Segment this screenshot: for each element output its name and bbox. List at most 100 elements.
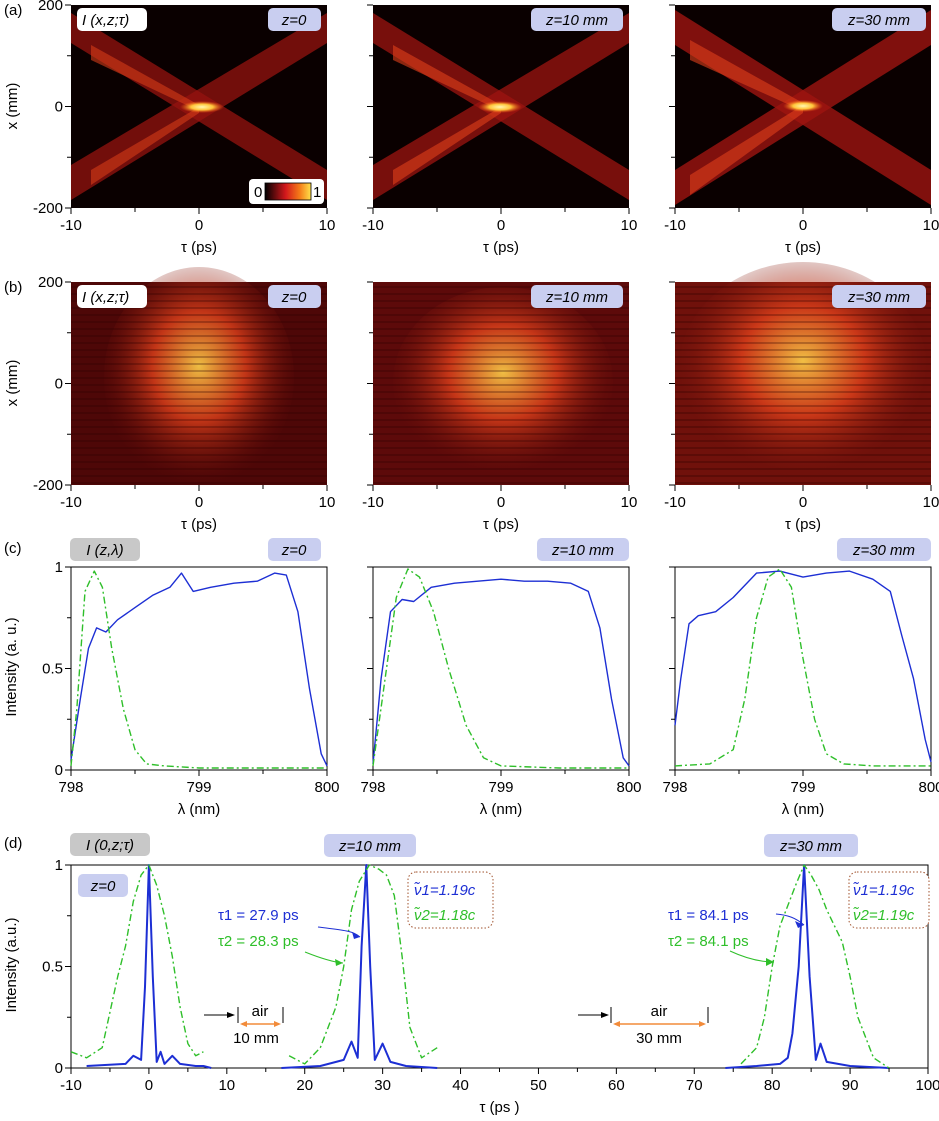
tau1-30mm-arrowhead (795, 921, 804, 928)
air-30mm-dist: 30 mm (636, 1030, 682, 1047)
tick-x-c-0-0: 798 (58, 779, 83, 796)
tick-x-a-1-0: -10 (362, 217, 384, 234)
tick-x-d-4: 30 (374, 1077, 391, 1094)
tick-x-b-2-0: -10 (664, 494, 686, 511)
vel2-30mm: ν̃2=1.19c (853, 907, 915, 924)
xlabel-c-2: λ (nm) (782, 801, 825, 818)
air-10mm-incoming-arrowhead (227, 1012, 235, 1018)
tick-x-a-2-1: 0 (799, 217, 807, 234)
tau2-10mm: τ2 = 28.3 ps (218, 933, 299, 950)
row-b-label: (b) (4, 279, 22, 296)
air-30mm-incoming-arrowhead (601, 1012, 609, 1018)
tick-x-b-1-1: 0 (497, 494, 505, 511)
tick-x-c-2-0: 798 (662, 779, 687, 796)
tag-a-z30: z=30 mm (847, 12, 910, 29)
tick-y-a-0: 200 (38, 0, 63, 14)
tick-x-c-2-1: 799 (790, 779, 815, 796)
tick-x-d-10: 90 (842, 1077, 859, 1094)
heatmap-b-z0 (71, 267, 327, 487)
tag-a-z10: z=10 mm (545, 12, 608, 29)
tick-x-c-1-0: 798 (360, 779, 385, 796)
heatmap-a-z0 (71, 5, 327, 208)
xlabel-a-1: τ (ps) (483, 239, 519, 256)
tick-y-c-2: 0 (55, 762, 63, 779)
row-d-quantity: I (0,z;τ) (86, 837, 134, 854)
spectrum-dash-dot-0 (70, 570, 327, 769)
tags: I (x,z;τ) z=0 z=10 mm z=30 mm I (x,z;τ) … (70, 8, 931, 1047)
heatmap-a-z10 (373, 5, 629, 208)
tick-x-d-11: 100 (915, 1077, 939, 1094)
tick-x-c-1-2: 800 (616, 779, 641, 796)
colorbar: 0 1 (249, 179, 324, 204)
tick-x-d-1: 0 (145, 1077, 153, 1094)
row-c-label: (c) (4, 540, 22, 557)
tick-x-a-2-2: 10 (923, 217, 939, 234)
tag-c-z30: z=30 mm (852, 542, 915, 559)
row-a-ylabel: x (mm) (4, 83, 21, 130)
row-a-heatmaps: 0 1 (71, 5, 931, 208)
tick-x-a-0-1: 0 (195, 217, 203, 234)
tag-b-z0: z=0 (281, 289, 307, 306)
tick-x-c-0-1: 799 (186, 779, 211, 796)
spectrum-solid-2 (674, 570, 932, 763)
trace-dash-dot-1 (288, 864, 438, 1065)
row-b-heatmaps (71, 262, 931, 487)
tau1-30mm-arrow (775, 913, 805, 926)
tau1-10mm: τ1 = 27.9 ps (218, 907, 299, 924)
tag-c-z0: z=0 (281, 542, 307, 559)
xlabel-a-2: τ (ps) (785, 239, 821, 256)
tick-x-b-1-0: -10 (362, 494, 384, 511)
trace-dash-dot-2 (740, 864, 890, 1069)
row-a-quantity: I (x,z;τ) (82, 12, 129, 29)
row-d-ylabel: Intensity (a.u.) (3, 917, 20, 1012)
heatmap-a-z30 (675, 5, 931, 208)
tick-x-a-0-0: -10 (60, 217, 82, 234)
tau2-30mm-arrowhead (766, 958, 774, 966)
colorbar-max: 1 (313, 184, 321, 201)
tick-x-d-3: 20 (296, 1077, 313, 1094)
colorbar-min: 0 (254, 184, 262, 201)
spectrum-dash-dot-1 (372, 568, 629, 769)
tick-x-d-5: 40 (452, 1077, 469, 1094)
tau1-10mm-arrow (317, 926, 361, 938)
vel1-30mm: ν̃1=1.19c (853, 882, 915, 899)
trace-solid-0 (86, 864, 212, 1069)
xlabel-b-0: τ (ps) (181, 516, 217, 533)
air-10mm-dist: 10 mm (233, 1030, 279, 1047)
tag-d-z0: z=0 (90, 878, 116, 895)
tick-y-b-1: 0 (55, 376, 63, 393)
tau1-30mm: τ1 = 84.1 ps (668, 907, 749, 924)
tag-c-z10: z=10 mm (551, 542, 614, 559)
tick-y-c-1: 0.5 (42, 661, 63, 678)
trace-solid-1 (281, 864, 438, 1069)
tick-x-d-7: 60 (608, 1077, 625, 1094)
tag-d-z10: z=10 mm (338, 838, 401, 855)
tick-x-d-6: 50 (530, 1077, 547, 1094)
tag-b-z30: z=30 mm (847, 289, 910, 306)
tick-x-c-2-2: 800 (918, 779, 939, 796)
tick-x-d-0: -10 (60, 1077, 82, 1094)
tick-y-d-1: 0.5 (42, 959, 63, 976)
tick-x-b-2-1: 0 (799, 494, 807, 511)
tick-x-b-0-1: 0 (195, 494, 203, 511)
tick-x-d-8: 70 (686, 1077, 703, 1094)
row-b-quantity: I (x,z;τ) (82, 289, 129, 306)
heatmap-b-z10 (373, 282, 629, 485)
tick-y-b-2: -200 (33, 477, 63, 494)
xlabel-c-1: λ (nm) (480, 801, 523, 818)
tick-x-b-0-2: 10 (319, 494, 336, 511)
tick-y-d-0: 1 (55, 857, 63, 874)
tick-x-a-2-0: -10 (664, 217, 686, 234)
row-c-ylabel: Intensity (a. u.) (3, 617, 20, 716)
xlabel-d: τ (ps ) (479, 1099, 519, 1116)
tick-x-b-0-0: -10 (60, 494, 82, 511)
tick-y-c-0: 1 (55, 559, 63, 576)
tau2-10mm-arrowhead (335, 959, 343, 966)
row-d-label: (d) (4, 835, 22, 852)
air-10mm-label: air (252, 1003, 269, 1020)
vel2-10mm: ν̃2=1.18c (414, 907, 476, 924)
xlabel-c-0: λ (nm) (178, 801, 221, 818)
tag-d-z30: z=30 mm (779, 838, 842, 855)
heatmap-b-z30 (675, 262, 931, 485)
